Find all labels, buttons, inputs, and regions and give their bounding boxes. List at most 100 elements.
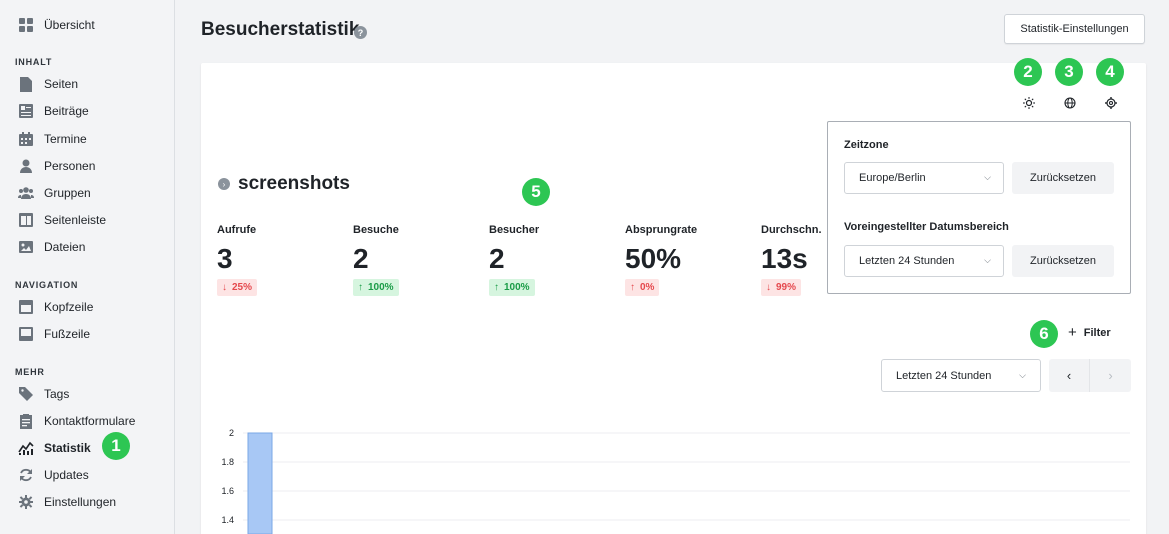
chevron-down-icon: ⌵ [984, 172, 991, 182]
form-icon [18, 413, 34, 429]
person-icon [18, 158, 34, 174]
metric-value: 2 [353, 243, 369, 274]
refresh-icon [18, 467, 34, 483]
plus-icon: + [1068, 324, 1077, 341]
metric-delta: ↑ 0% [625, 279, 660, 296]
annotation-badge-3: 3 [1055, 58, 1083, 86]
sidebar-item-seiten[interactable]: Seiten [18, 74, 78, 94]
settings-dropdown-panel: Zeitzone Europe/Berlin ⌵ Zurücksetzen Vo… [827, 121, 1131, 294]
y-tick-label: 1.8 [221, 457, 234, 467]
sidebar-item-label: Kontaktformulare [44, 414, 136, 428]
sidebar-item-beitraege[interactable]: Beiträge [18, 101, 89, 121]
metric-label: Besucher [489, 224, 540, 236]
sidebar-item-gruppen[interactable]: Gruppen [18, 183, 91, 203]
metric-delta: ↓ 25% [217, 279, 258, 296]
visitors-chart: 2 1.8 1.6 1.4 [221, 428, 1130, 534]
next-period-button[interactable]: › [1090, 359, 1131, 392]
sidebar-item-tags[interactable]: Tags [18, 384, 69, 404]
sidebar-item-kopfzeile[interactable]: Kopfzeile [18, 297, 93, 317]
tag-icon [18, 386, 34, 402]
sidebar-item-fusszeile[interactable]: Fußzeile [18, 324, 90, 344]
annotation-badge-1: 1 [102, 432, 130, 460]
sidebar-item-uebersicht[interactable]: Übersicht [18, 15, 95, 35]
sidebar-item-label: Übersicht [44, 18, 95, 32]
sidebar-item-seitenleiste[interactable]: Seitenleiste [18, 210, 106, 230]
stats-icon [18, 440, 34, 456]
help-icon[interactable]: ? [354, 26, 367, 39]
sidebar-item-label: Personen [44, 159, 96, 173]
y-tick-label: 1.6 [221, 486, 234, 496]
arrow-up-icon: ↑ [494, 282, 499, 293]
arrow-down-icon: ↓ [222, 282, 227, 293]
sidebar-item-einstellungen[interactable]: Einstellungen [18, 492, 116, 512]
annotation-badge-2: 2 [1014, 58, 1042, 86]
sidebar-item-dateien[interactable]: Dateien [18, 237, 85, 257]
metric-label: Durchschn. [761, 224, 822, 236]
sidebar-item-termine[interactable]: Termine [18, 129, 87, 149]
grid-icon [18, 17, 34, 33]
sidebar-icon [18, 212, 34, 228]
statistics-settings-button[interactable]: Statistik-Einstellungen [1004, 14, 1145, 44]
site-heading[interactable]: › screenshots [218, 173, 350, 195]
metric-label: Absprungrate [625, 224, 698, 236]
globe-icon[interactable] [1063, 96, 1077, 110]
arrow-up-icon: ↑ [630, 282, 635, 293]
add-filter-button[interactable]: + Filter [1068, 324, 1111, 341]
default-range-label: Voreingestellter Datumsbereich [844, 221, 1009, 233]
chevron-right-icon: › [218, 178, 230, 190]
sidebar-item-updates[interactable]: Updates [18, 465, 89, 485]
metric-delta: ↑ 100% [489, 279, 535, 296]
sidebar-item-label: Tags [44, 387, 70, 401]
sidebar-item-label: Beiträge [44, 104, 89, 118]
page-title: Besucherstatistik [201, 19, 360, 40]
y-tick-label: 2 [229, 428, 234, 438]
metric-absprungrate: Absprungrate 50% ↑ 0% [625, 224, 697, 296]
date-range-select[interactable]: Letzten 24 Stunden ⌵ [881, 359, 1041, 392]
default-range-select[interactable]: Letzten 24 Stunden ⌵ [844, 245, 1004, 277]
y-tick-label: 1.4 [221, 515, 234, 525]
chevron-down-icon: ⌵ [1019, 370, 1026, 380]
timezone-reset-button[interactable]: Zurücksetzen [1012, 162, 1114, 194]
header-icon [18, 299, 34, 315]
sidebar-item-statistik[interactable]: Statistik [18, 438, 91, 458]
metric-label: Besuche [353, 224, 399, 236]
sidebar-item-label: Gruppen [44, 186, 91, 200]
gear-icon [18, 494, 34, 510]
arrow-up-icon: ↑ [358, 282, 363, 293]
chevron-down-icon: ⌵ [984, 255, 991, 265]
sidebar-item-label: Termine [44, 132, 87, 146]
sidebar-item-personen[interactable]: Personen [18, 156, 95, 176]
metric-besucher: Besucher 2 ↑ 100% [489, 224, 539, 296]
timezone-label: Zeitzone [844, 139, 889, 151]
settings-gear-icon[interactable] [1104, 96, 1118, 110]
footer-icon [18, 326, 34, 342]
calendar-icon [18, 131, 34, 147]
sun-icon[interactable] [1022, 96, 1036, 110]
previous-period-button[interactable]: ‹ [1049, 359, 1090, 392]
sidebar-item-kontaktformulare[interactable]: Kontaktformulare [18, 411, 135, 431]
arrow-down-icon: ↓ [766, 282, 771, 293]
default-range-reset-button[interactable]: Zurücksetzen [1012, 245, 1114, 277]
sidebar: Übersicht INHALT Seiten Beiträge Termine… [0, 0, 175, 534]
metric-value: 2 [489, 243, 505, 274]
annotation-badge-5: 5 [522, 178, 550, 206]
sidebar-item-label: Dateien [44, 240, 86, 254]
chart-bar[interactable] [247, 432, 273, 534]
sidebar-item-label: Statistik [44, 441, 91, 455]
sidebar-item-label: Kopfzeile [44, 300, 94, 314]
posts-icon [18, 103, 34, 119]
sidebar-item-label: Seitenleiste [44, 213, 107, 227]
metric-value: 50% [625, 243, 682, 274]
page-icon [18, 76, 34, 92]
metric-value: 13s [761, 243, 808, 274]
image-icon [18, 239, 34, 255]
metric-delta: ↓ 99% [761, 279, 802, 296]
metric-delta: ↑ 100% [353, 279, 399, 296]
section-label-inhalt: INHALT [15, 57, 53, 67]
sidebar-item-label: Fußzeile [44, 327, 91, 341]
sidebar-item-label: Seiten [44, 77, 79, 91]
timezone-select[interactable]: Europe/Berlin ⌵ [844, 162, 1004, 194]
metric-aufrufe: Aufrufe 3 ↓ 25% [217, 224, 258, 296]
metric-value: 3 [217, 243, 233, 274]
annotation-badge-4: 4 [1096, 58, 1124, 86]
